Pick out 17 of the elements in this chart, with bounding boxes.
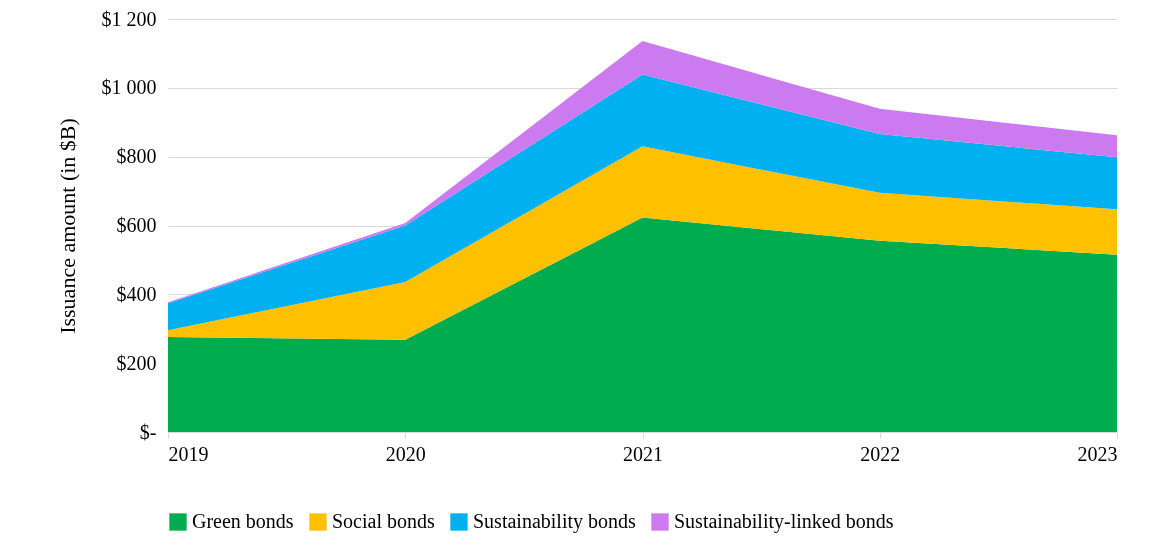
x-tick-label: 2019	[168, 442, 209, 465]
x-tick-label: 2021	[623, 442, 663, 465]
legend-label: Social bonds	[332, 510, 435, 532]
y-tick-label: $400	[116, 282, 157, 305]
x-tick-label: 2022	[860, 442, 901, 465]
x-tick-label: 2023	[1077, 442, 1118, 465]
legend-label: Sustainability-linked bonds	[674, 510, 894, 533]
y-tick-label: $-	[139, 420, 157, 443]
y-tick-label: $1 200	[101, 7, 157, 30]
legend-label: Sustainability bonds	[473, 510, 636, 533]
y-tick-label: $800	[116, 145, 157, 168]
x-tick-label: 2020	[385, 442, 426, 465]
y-tick-label: $600	[116, 214, 157, 236]
y-axis-title: Issuance amount (in $B)	[54, 118, 80, 334]
legend-label: Green bonds	[192, 510, 294, 532]
y-tick-label: $1 000	[101, 76, 157, 99]
y-tick-label: $200	[116, 351, 157, 374]
